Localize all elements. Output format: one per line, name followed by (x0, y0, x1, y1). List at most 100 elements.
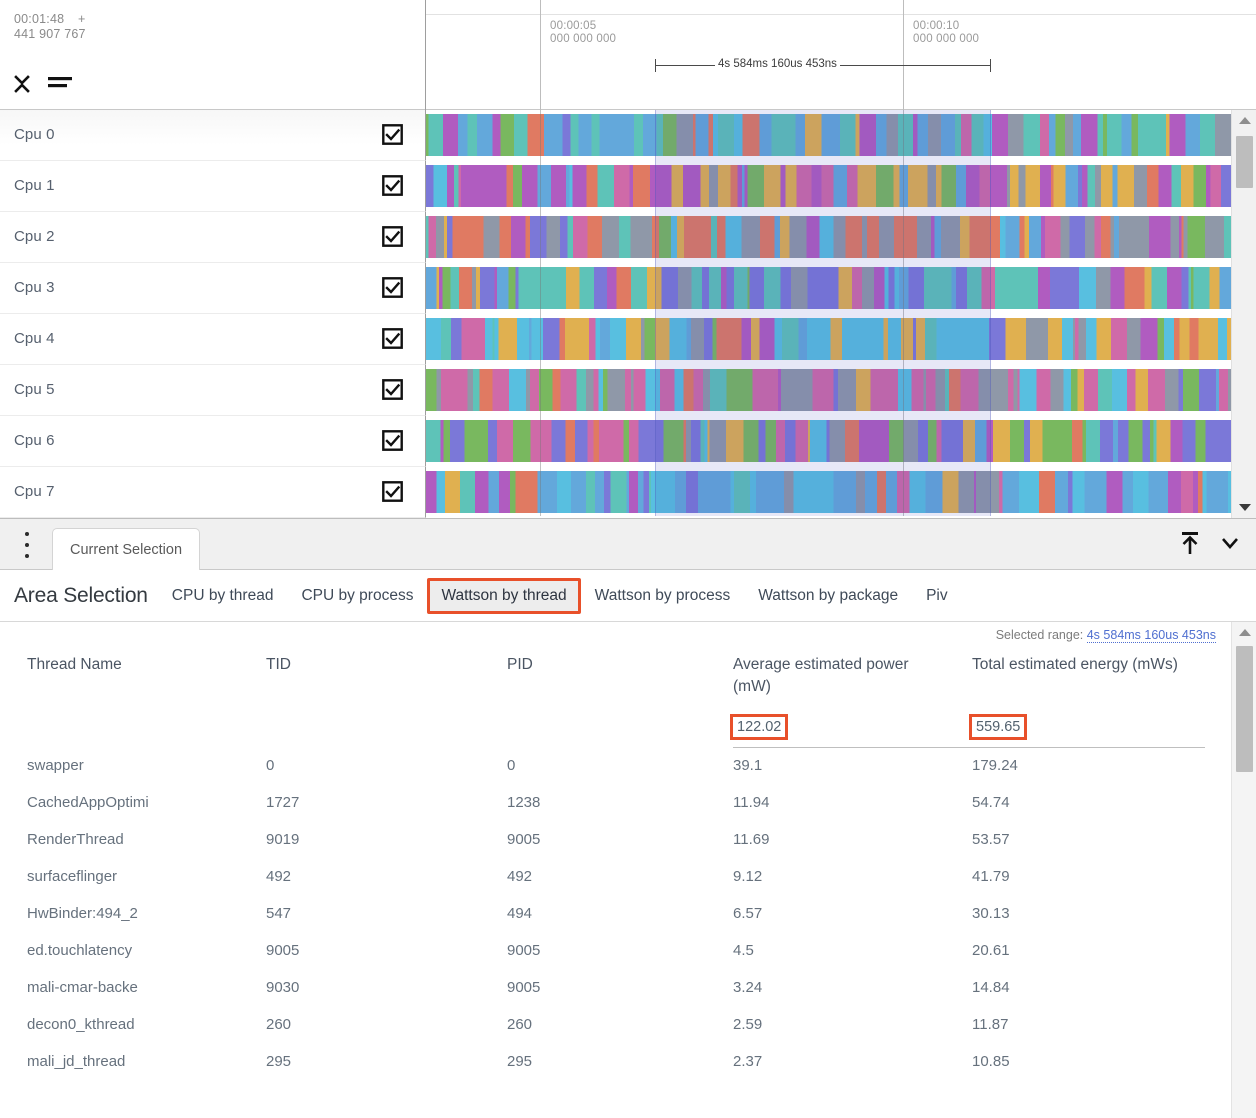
col-header-pid[interactable]: PID (507, 656, 533, 673)
table-row[interactable]: surfaceflinger 492 492 9.12 41.79 (0, 860, 1215, 897)
cell-tid: 9030 (266, 979, 300, 996)
slice-strip (426, 471, 1231, 513)
track-checkbox[interactable] (382, 481, 403, 502)
track-shell[interactable]: Cpu 5 (0, 365, 426, 416)
cell-pid: 9005 (507, 942, 541, 959)
track-shell[interactable]: Cpu 6 (0, 416, 426, 467)
track-title: Cpu 1 (14, 177, 55, 194)
track-shell[interactable]: Cpu 4 (0, 314, 426, 365)
track-shell[interactable]: Cpu 0 (0, 110, 426, 161)
track-checkbox[interactable] (382, 226, 403, 247)
table-row[interactable]: HwBinder:494_2 547 494 6.57 30.13 (0, 897, 1215, 934)
cell-thread-name: HwBinder:494_2 (27, 905, 138, 922)
table-row[interactable]: mali_jd_thread 295 295 2.37 10.85 (0, 1045, 1215, 1082)
track-checkbox[interactable] (382, 379, 403, 400)
col-header-tid[interactable]: TID (266, 656, 291, 673)
cell-thread-name: mali_jd_thread (27, 1053, 126, 1070)
track-shell[interactable]: Cpu 3 (0, 263, 426, 314)
selection-edge-left[interactable] (655, 110, 656, 516)
track-row[interactable]: Cpu 5 (0, 365, 1256, 416)
track-slices[interactable] (426, 420, 1231, 462)
track-row[interactable]: Cpu 3 (0, 263, 1256, 314)
tab-current-selection[interactable]: Current Selection (52, 528, 201, 571)
table-scrollbar[interactable] (1231, 622, 1256, 1118)
cell-thread-name: decon0_kthread (27, 1016, 135, 1033)
ruler-gridline-1 (540, 0, 541, 110)
track-title: Cpu 4 (14, 330, 55, 347)
cell-avg-power: 11.94 (733, 794, 770, 811)
timeline-panel: 00:01:48 + 441 907 767 (0, 0, 1256, 518)
agg-tab-piv[interactable]: Piv (926, 586, 948, 604)
track-row[interactable]: Cpu 4 (0, 314, 1256, 365)
track-slices[interactable] (426, 114, 1231, 156)
timeline-scrollbar[interactable] (1231, 110, 1256, 518)
track-checkbox[interactable] (382, 328, 403, 349)
track-row[interactable]: Cpu 6 (0, 416, 1256, 467)
chevron-down-icon[interactable] (1218, 529, 1242, 557)
table-row[interactable]: CachedAppOptimi 1727 1238 11.94 54.74 (0, 786, 1215, 823)
overflow-menu-icon[interactable] (20, 532, 34, 558)
cell-avg-power: 39.1 (733, 757, 763, 774)
track-slices[interactable] (426, 267, 1231, 309)
track-row[interactable]: Cpu 7 (0, 467, 1256, 518)
table-row[interactable]: swapper 0 0 39.1 179.24 (0, 749, 1215, 786)
track-shell[interactable]: Cpu 7 (0, 467, 426, 518)
table-row[interactable]: RenderThread 9019 9005 11.69 53.57 (0, 823, 1215, 860)
track-checkbox[interactable] (382, 430, 403, 451)
timeline-header: 00:01:48 + 441 907 767 (0, 0, 1256, 110)
table-scroll-up-arrow[interactable] (1232, 622, 1256, 642)
table-row[interactable]: ed.touchlatency 9005 9005 4.5 20.61 (0, 934, 1215, 971)
track-checkbox[interactable] (382, 124, 403, 145)
col-header-thread-name[interactable]: Thread Name (27, 656, 122, 673)
track-row[interactable]: Cpu 1 (0, 161, 1256, 212)
table-row[interactable]: decon0_kthread 260 260 2.59 11.87 (0, 1008, 1215, 1045)
cell-pid: 295 (507, 1053, 533, 1070)
col-header-avg-power[interactable]: Average estimated power (mW) (733, 656, 909, 695)
ruler-gridline-2 (903, 0, 904, 110)
cell-total-energy: 54.74 (972, 794, 1010, 811)
cell-pid: 9005 (507, 831, 541, 848)
scroll-up-arrow[interactable] (1232, 110, 1256, 131)
agg-tab-cpu-by-process[interactable]: CPU by process (301, 586, 414, 604)
cell-total-energy: 179.24 (972, 757, 1018, 774)
cell-avg-power: 2.59 (733, 1016, 763, 1033)
track-checkbox[interactable] (382, 175, 403, 196)
track-title: Cpu 5 (14, 381, 55, 398)
sort-filter-icon[interactable] (46, 73, 72, 93)
track-title: Cpu 2 (14, 228, 55, 245)
cell-total-energy: 11.87 (972, 1016, 1009, 1033)
scroll-down-arrow[interactable] (1232, 497, 1256, 518)
track-slices[interactable] (426, 318, 1231, 360)
cell-total-energy: 30.13 (972, 905, 1010, 922)
timestamp-nanos: 441 907 767 (14, 27, 86, 41)
tick-label-time-2: 00:00:10 (913, 20, 960, 32)
selected-range-value[interactable]: 4s 584ms 160us 453ns (1086, 628, 1216, 643)
expand-up-icon[interactable] (1178, 529, 1202, 557)
table-scrollbar-thumb[interactable] (1236, 646, 1253, 772)
time-ruler[interactable] (426, 0, 1256, 110)
aggregate-divider (733, 747, 1205, 748)
track-checkbox[interactable] (382, 277, 403, 298)
track-shell[interactable]: Cpu 2 (0, 212, 426, 263)
track-row[interactable]: Cpu 0 (0, 110, 1256, 161)
agg-tab-cpu-by-thread[interactable]: CPU by thread (171, 586, 274, 604)
track-slices[interactable] (426, 471, 1231, 513)
page-title: Area Selection (14, 583, 148, 607)
timestamp-plus: + (78, 12, 86, 26)
col-header-total-energy[interactable]: Total estimated energy (mWs) (972, 656, 1178, 673)
track-slices[interactable] (426, 165, 1231, 207)
cell-avg-power: 6.57 (733, 905, 763, 922)
agg-tab-wattson-by-package[interactable]: Wattson by package (758, 586, 899, 604)
track-row[interactable]: Cpu 2 (0, 212, 1256, 263)
selection-edge-right[interactable] (990, 110, 991, 516)
track-slices[interactable] (426, 216, 1231, 258)
cell-pid: 9005 (507, 979, 541, 996)
agg-tab-wattson-by-thread[interactable]: Wattson by thread (427, 577, 581, 614)
agg-tab-wattson-by-process[interactable]: Wattson by process (594, 586, 731, 604)
track-slices[interactable] (426, 369, 1231, 411)
scrollbar-thumb[interactable] (1236, 136, 1253, 188)
collapse-all-icon[interactable] (12, 72, 32, 94)
table-row[interactable]: mali-cmar-backe 9030 9005 3.24 14.84 (0, 971, 1215, 1008)
cell-pid: 1238 (507, 794, 541, 811)
track-shell[interactable]: Cpu 1 (0, 161, 426, 212)
